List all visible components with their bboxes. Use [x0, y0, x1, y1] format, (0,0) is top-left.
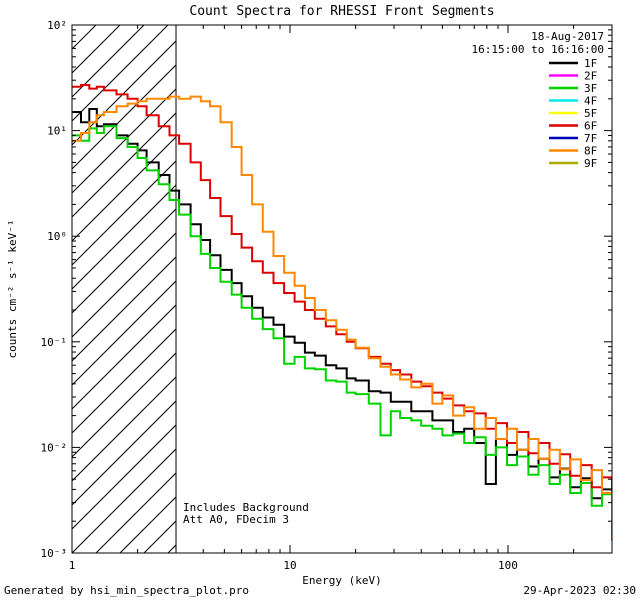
legend-entry-7F: 7F: [549, 132, 597, 145]
y-tick-label: 10⁻³: [41, 547, 68, 560]
legend-label-8F: 8F: [584, 145, 597, 158]
legend-entry-4F: 4F: [549, 95, 597, 108]
legend-entry-3F: 3F: [549, 82, 597, 95]
y-tick-label: 10²: [47, 19, 67, 32]
footer-timestamp: 29-Apr-2023 02:30: [523, 584, 636, 597]
y-tick-label: 10⁰: [47, 230, 67, 243]
y-tick-label: 10⁻²: [41, 441, 68, 454]
series-group: [72, 84, 612, 541]
y-tick-label: 10⁻¹: [41, 336, 68, 349]
plot-frame: [71, 24, 613, 554]
series-8F: [72, 95, 612, 522]
obs-time-range: 16:15:00 to 16:16:00: [472, 43, 604, 56]
x-tick-label: 100: [498, 559, 518, 572]
footer: Generated by hsi_min_spectra_plot.pro 29…: [0, 584, 640, 597]
series-3F: [72, 125, 612, 541]
legend-label-9F: 9F: [584, 157, 597, 170]
y-axis-label: counts cm⁻² s⁻¹ keV⁻¹: [6, 219, 19, 358]
chart-title: Count Spectra for RHESSI Front Segments: [189, 4, 495, 19]
note-attenuator: Att A0, FDecim 3: [183, 513, 289, 526]
series-6F: [72, 84, 612, 513]
x-tick-label: 1: [69, 559, 76, 572]
legend-label-3F: 3F: [584, 82, 597, 95]
y-tick-label: 10¹: [47, 125, 67, 138]
note-includes-background: Includes Background: [183, 501, 309, 514]
legend-label-6F: 6F: [584, 120, 597, 133]
excluded-region-hatch: [72, 25, 177, 553]
legend-label-5F: 5F: [584, 107, 597, 120]
legend-entry-6F: 6F: [549, 120, 597, 133]
legend-label-7F: 7F: [584, 132, 597, 145]
x-tick-label: 10: [283, 559, 296, 572]
footer-generated-by: Generated by hsi_min_spectra_plot.pro: [4, 584, 250, 597]
legend-entry-5F: 5F: [549, 107, 597, 120]
axis-ticks: [71, 24, 613, 554]
legend-entry-8F: 8F: [549, 145, 597, 158]
obs-date: 18-Aug-2017: [531, 30, 604, 43]
legend-entry-2F: 2F: [549, 70, 597, 83]
legend-label-1F: 1F: [584, 57, 597, 70]
legend-entry-9F: 9F: [549, 157, 597, 170]
legend-entry-1F: 1F: [549, 57, 597, 70]
legend-label-4F: 4F: [584, 95, 597, 108]
x-axis-label: Energy (keV): [302, 574, 381, 587]
legend-label-2F: 2F: [584, 70, 597, 83]
